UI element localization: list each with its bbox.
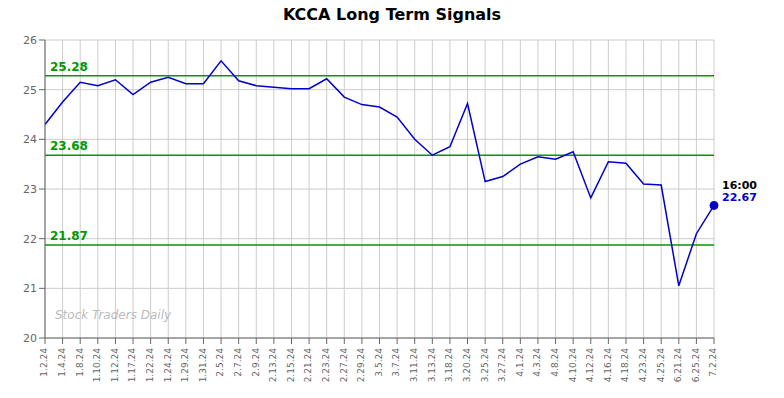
html-text:Stock Traders Daily: Stock Traders Daily <box>55 308 172 322</box>
svg-text:1.29.24: 1.29.24 <box>180 348 190 383</box>
svg-text:2.7.24: 2.7.24 <box>233 348 243 377</box>
svg-text:2.21.24: 2.21.24 <box>303 348 313 383</box>
svg-text:3.25.24: 3.25.24 <box>480 348 490 383</box>
svg-text:1.17.24: 1.17.24 <box>127 348 137 383</box>
svg-text:2.9.24: 2.9.24 <box>251 348 261 377</box>
svg-text:22.67: 22.67 <box>722 191 757 204</box>
svg-text:4.1.24: 4.1.24 <box>515 348 525 377</box>
svg-text:24: 24 <box>23 133 37 146</box>
svg-text:16:00: 16:00 <box>722 179 757 193</box>
svg-text:2.15.24: 2.15.24 <box>286 348 296 383</box>
svg-text:26: 26 <box>23 34 37 47</box>
svg-text:22: 22 <box>23 233 37 246</box>
svg-text:1.22.24: 1.22.24 <box>145 348 155 383</box>
svg-text:4.18.24: 4.18.24 <box>620 348 630 383</box>
svg-text:4.16.24: 4.16.24 <box>603 348 613 383</box>
svg-text:4.8.24: 4.8.24 <box>550 348 560 377</box>
svg-text:3.13.24: 3.13.24 <box>427 348 437 383</box>
svg-text:3.11.24: 3.11.24 <box>409 348 419 383</box>
svg-text:4.25.24: 4.25.24 <box>656 348 666 383</box>
svg-text:6.25.24: 6.25.24 <box>691 348 701 383</box>
svg-text:4.23.24: 4.23.24 <box>638 348 648 383</box>
svg-text:23: 23 <box>23 183 37 196</box>
svg-text:23.68: 23.68 <box>50 139 88 153</box>
svg-text:1.10.24: 1.10.24 <box>92 348 102 383</box>
svg-text:2.5.24: 2.5.24 <box>215 348 225 377</box>
svg-text:6.21.24: 6.21.24 <box>673 348 683 383</box>
svg-text:2.13.24: 2.13.24 <box>268 348 278 383</box>
svg-text:1.24.24: 1.24.24 <box>163 348 173 383</box>
svg-text:2.29.24: 2.29.24 <box>356 348 366 383</box>
svg-text:4.3.24: 4.3.24 <box>532 348 542 377</box>
svg-text:1.31.24: 1.31.24 <box>198 348 208 383</box>
svg-text:20: 20 <box>23 332 37 345</box>
svg-text:3.18.24: 3.18.24 <box>444 348 454 383</box>
svg-text:1.2.24: 1.2.24 <box>39 348 49 377</box>
svg-text:4.10.24: 4.10.24 <box>568 348 578 383</box>
svg-text:25.28: 25.28 <box>50 60 88 74</box>
svg-text:4.12.24: 4.12.24 <box>585 348 595 383</box>
svg-text:3.5.24: 3.5.24 <box>374 348 384 377</box>
svg-text:1.12.24: 1.12.24 <box>110 348 120 383</box>
svg-text:2.27.24: 2.27.24 <box>339 348 349 383</box>
svg-text:25: 25 <box>23 84 37 97</box>
svg-text:21.87: 21.87 <box>50 229 88 243</box>
svg-text:2.23.24: 2.23.24 <box>321 348 331 383</box>
svg-text:3.20.24: 3.20.24 <box>462 348 472 383</box>
svg-text:1.8.24: 1.8.24 <box>75 348 85 377</box>
svg-text:3.7.24: 3.7.24 <box>391 348 401 377</box>
svg-text:21: 21 <box>23 282 37 295</box>
html-text:KCCA Long Term Signals: KCCA Long Term Signals <box>282 5 502 24</box>
svg-text:1.4.24: 1.4.24 <box>57 348 67 377</box>
svg-text:3.27.24: 3.27.24 <box>497 348 507 383</box>
svg-text:7.2.24: 7.2.24 <box>708 348 718 377</box>
